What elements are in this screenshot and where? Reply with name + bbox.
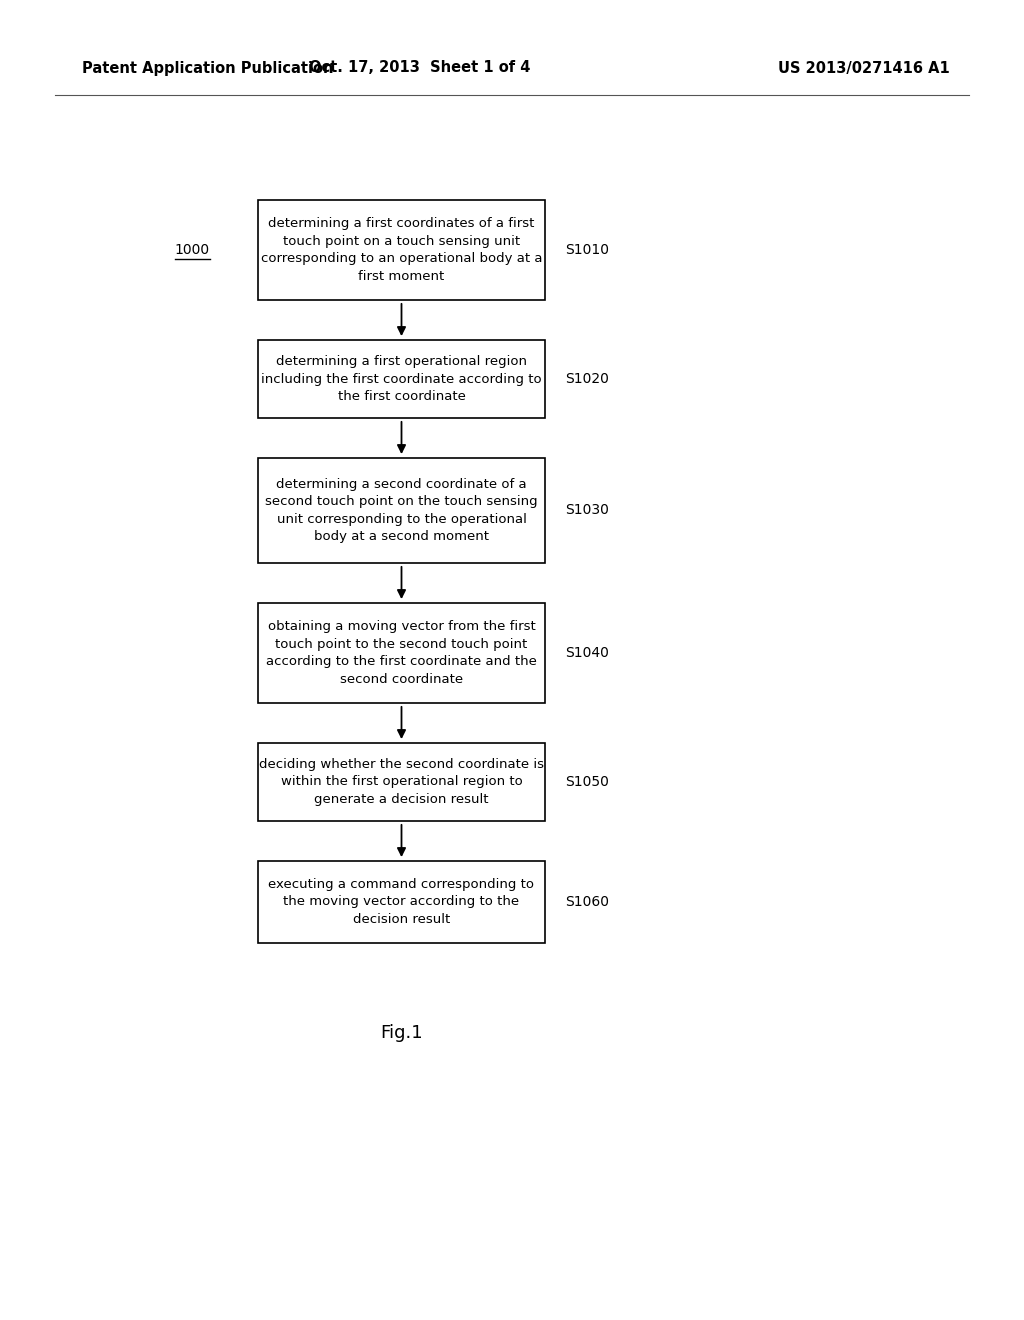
Text: S1030: S1030 [565,503,609,517]
Text: determining a first operational region
including the first coordinate according : determining a first operational region i… [261,355,542,403]
Text: Oct. 17, 2013  Sheet 1 of 4: Oct. 17, 2013 Sheet 1 of 4 [309,61,530,75]
Text: determining a first coordinates of a first
touch point on a touch sensing unit
c: determining a first coordinates of a fir… [261,218,543,282]
Bar [258,341,545,418]
Text: S1020: S1020 [565,372,609,385]
Text: executing a command corresponding to
the moving vector according to the
decision: executing a command corresponding to the… [268,878,535,927]
Text: S1010: S1010 [565,243,609,257]
Text: Fig.1: Fig.1 [380,1024,423,1041]
Text: deciding whether the second coordinate is
within the first operational region to: deciding whether the second coordinate i… [259,758,544,807]
Text: 1000: 1000 [175,243,210,257]
Text: US 2013/0271416 A1: US 2013/0271416 A1 [778,61,950,75]
Text: determining a second coordinate of a
second touch point on the touch sensing
uni: determining a second coordinate of a sec… [265,478,538,544]
Text: S1060: S1060 [565,895,609,909]
Bar [258,603,545,704]
Bar [258,201,545,300]
Bar [258,861,545,942]
Text: S1050: S1050 [565,775,609,789]
Bar [258,743,545,821]
Bar [258,458,545,564]
Text: obtaining a moving vector from the first
touch point to the second touch point
a: obtaining a moving vector from the first… [266,620,537,686]
Text: Patent Application Publication: Patent Application Publication [82,61,334,75]
Text: S1040: S1040 [565,645,609,660]
